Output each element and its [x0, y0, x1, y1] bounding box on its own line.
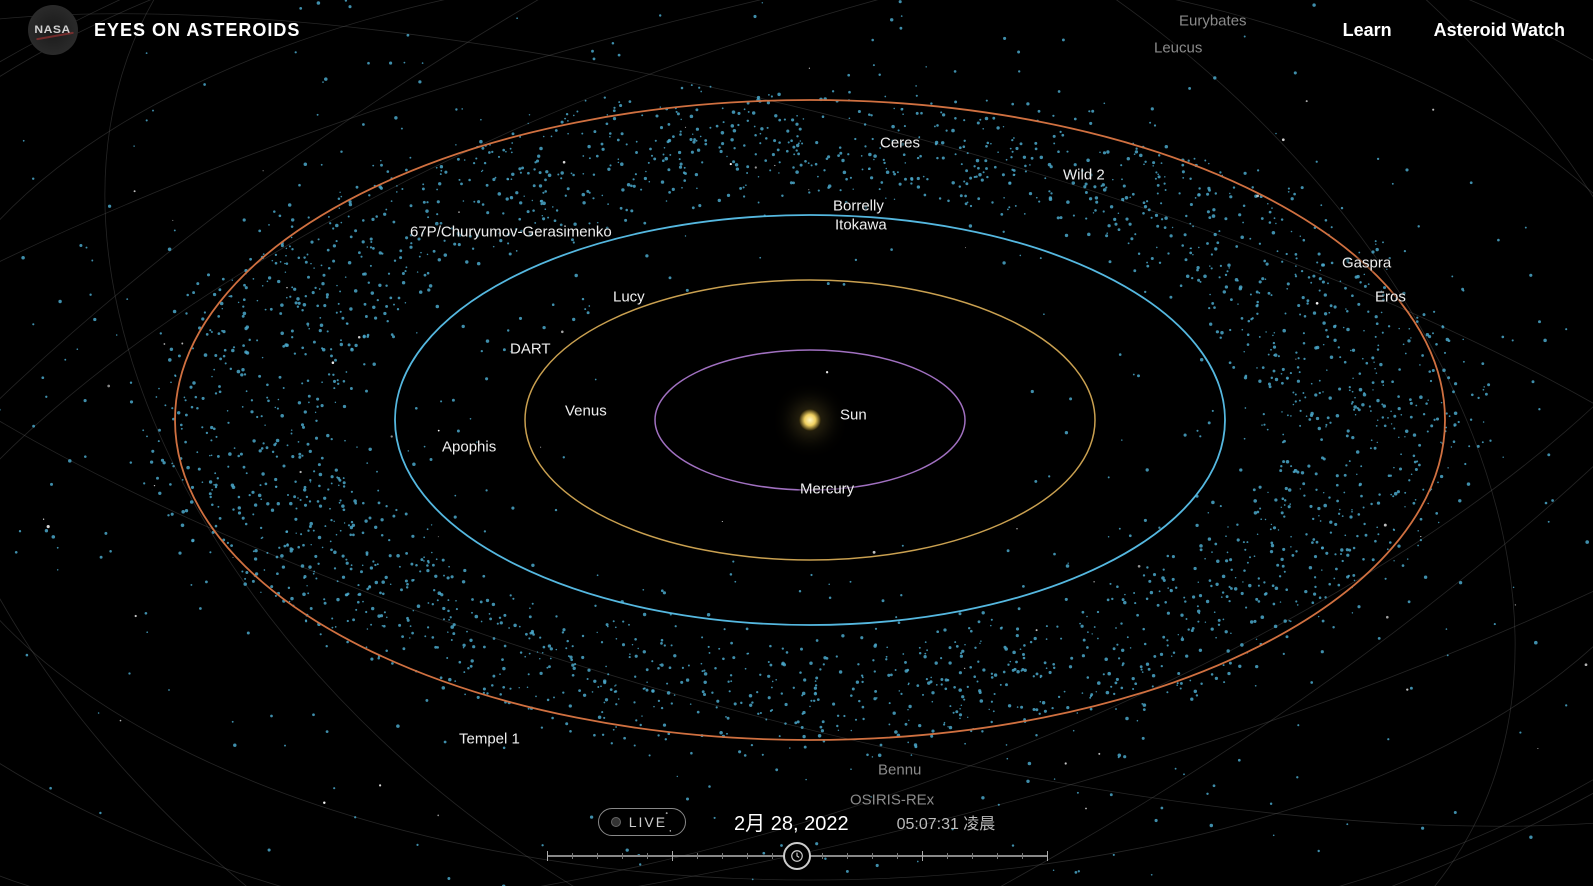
label-venus[interactable]: Venus [565, 403, 607, 420]
app-title: EYES ON ASTEROIDS [94, 20, 300, 41]
label-ceres[interactable]: Ceres [880, 135, 920, 152]
nav-watch[interactable]: Asteroid Watch [1434, 20, 1565, 41]
time-controls: LIVE 2月 28, 2022 05:07:31 凌晨 [527, 807, 1067, 868]
timeline-handle[interactable] [783, 842, 811, 870]
label-bennu[interactable]: Bennu [878, 762, 921, 779]
asteroid-field [0, 0, 1593, 886]
label-gaspra[interactable]: Gaspra [1342, 255, 1391, 272]
label-eros[interactable]: Eros [1375, 289, 1406, 306]
sun[interactable] [799, 409, 821, 431]
live-indicator-icon [611, 817, 621, 827]
label-dart[interactable]: DART [510, 341, 551, 358]
label-sun[interactable]: Sun [840, 407, 867, 424]
live-label: LIVE [629, 814, 667, 830]
label-borrelly[interactable]: Borrelly [833, 198, 884, 215]
label-mercury[interactable]: Mercury [800, 481, 854, 498]
label-wild2[interactable]: Wild 2 [1063, 167, 1105, 184]
label-lucy[interactable]: Lucy [613, 289, 645, 306]
label-67p[interactable]: 67P/Churyumov-Gerasimenko [410, 224, 612, 241]
label-tempel1[interactable]: Tempel 1 [459, 731, 520, 748]
current-date[interactable]: 2月 28, 2022 [734, 807, 849, 836]
nav-learn[interactable]: Learn [1343, 20, 1392, 41]
nasa-logo[interactable]: NASA [28, 5, 78, 55]
nav: Learn Asteroid Watch [1343, 20, 1565, 41]
solar-system-scene[interactable]: Sun Mercury Venus Apophis DART Lucy 67P/Churyu… [0, 0, 1593, 886]
clock-icon [790, 849, 804, 863]
timeline-slider[interactable] [547, 844, 1047, 868]
label-osiris[interactable]: OSIRIS-REx [850, 792, 934, 809]
header: NASA EYES ON ASTEROIDS Learn Asteroid Wa… [0, 0, 1593, 60]
current-time[interactable]: 05:07:31 凌晨 [897, 810, 996, 834]
label-itokawa[interactable]: Itokawa [835, 217, 887, 234]
label-apophis[interactable]: Apophis [442, 439, 496, 456]
live-toggle[interactable]: LIVE [598, 808, 686, 836]
nasa-logo-text: NASA [35, 24, 71, 36]
